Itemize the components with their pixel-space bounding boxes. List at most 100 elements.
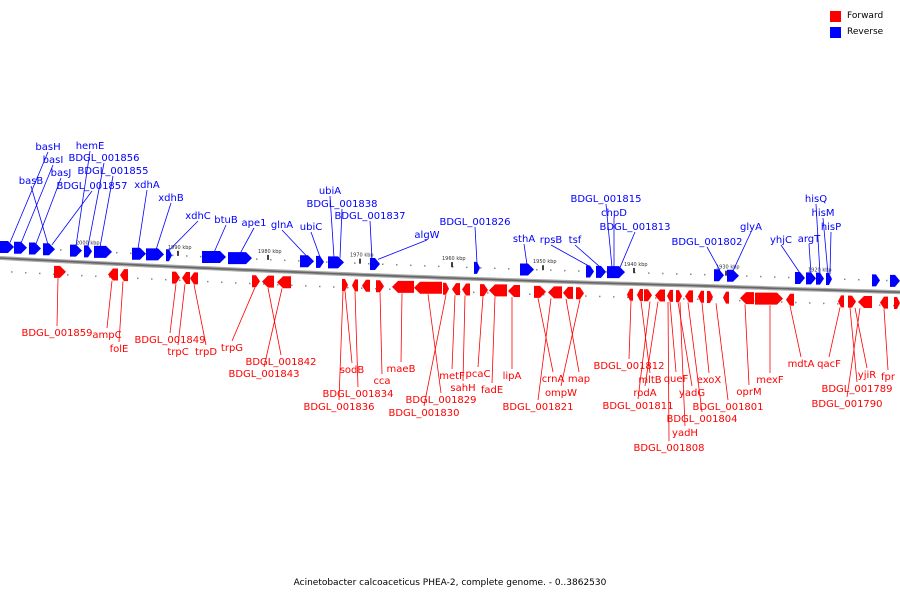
rail-dot: [886, 279, 888, 282]
forward-gene: [120, 269, 128, 282]
forward-gene: [54, 265, 66, 278]
reverse-gene-label: tsf: [569, 235, 582, 246]
reverse-gene-label: sthA: [513, 234, 535, 245]
forward-leader: [338, 290, 344, 401]
forward-leader: [477, 296, 484, 368]
forward-gene: [362, 279, 370, 292]
forward-leader: [701, 302, 710, 374]
legend-item-forward: Forward: [830, 8, 890, 24]
reverse-leader: [155, 202, 172, 250]
reverse-leader: [310, 231, 321, 258]
rail-dot: [760, 275, 762, 278]
forward-gene: [252, 275, 260, 288]
forward-gene-label: BDGL_001801: [692, 402, 763, 413]
reverse-gene: [132, 247, 146, 260]
reverse-gene-label: basI: [43, 155, 64, 166]
forward-gene: [172, 271, 180, 284]
forward-gene-label: BDGL_001843: [228, 369, 299, 380]
rail-dot: [823, 302, 825, 305]
reverse-leader: [281, 229, 308, 257]
reverse-leader: [168, 220, 199, 251]
rail-dot: [487, 292, 489, 294]
forward-gene-label: oprM: [736, 387, 761, 398]
reverse-gene: [714, 269, 724, 282]
rail-dot: [781, 301, 783, 303]
forward-gene-label: BDGL_001842: [245, 357, 316, 368]
rail-dot: [536, 268, 538, 271]
reverse-gene-label: BDGL_001826: [439, 217, 510, 228]
forward-leader: [828, 307, 841, 358]
forward-gene-label: BDGL_001830: [388, 408, 459, 419]
reverse-gene: [890, 274, 900, 287]
forward-gene: [676, 290, 682, 303]
rail-dot: [291, 284, 293, 287]
forward-leader: [263, 288, 283, 368]
rail-dot: [473, 291, 475, 294]
rail-dot: [606, 271, 608, 273]
forward-leader: [789, 305, 802, 358]
forward-gene: [880, 296, 888, 309]
forward-gene-label: queF: [664, 374, 689, 385]
forward-gene-label: BDGL_001811: [602, 401, 673, 412]
forward-leader: [667, 301, 670, 442]
forward-gene: [376, 280, 384, 293]
rail-dot: [599, 295, 601, 298]
forward-leader: [846, 307, 861, 398]
reverse-leader: [474, 226, 478, 264]
rail-dot: [438, 265, 440, 268]
rail-dot: [368, 262, 370, 265]
forward-gene-label: BDGL_001829: [405, 395, 476, 406]
forward-gene: [462, 283, 470, 296]
scale-tick-label: 1940 kbp: [624, 262, 648, 268]
rail-dot: [235, 282, 237, 284]
forward-gene-label: maeB: [387, 364, 416, 375]
rail-dot: [424, 265, 426, 267]
reverse-gene-label: chpD: [601, 208, 627, 219]
forward-leader: [118, 281, 124, 343]
reverse-gene: [300, 255, 314, 268]
forward-gene: [655, 289, 665, 302]
rail-dot: [151, 278, 153, 280]
forward-leader: [423, 294, 447, 407]
forward-leader: [883, 308, 889, 371]
reverse-leader: [808, 243, 812, 274]
forward-leader: [669, 301, 677, 373]
forward-gene-label: mltB: [638, 375, 661, 386]
reverse-gene-label: BDGL_001838: [306, 199, 377, 210]
rail-dot: [746, 275, 748, 277]
reverse-gene-label: basH: [35, 142, 60, 153]
forward-gene-label: rodA: [633, 388, 656, 399]
reverse-gene: [727, 269, 739, 282]
rail-dot: [676, 273, 678, 275]
reverse-gene: [795, 271, 805, 284]
reverse-leader: [35, 177, 62, 245]
rail-dot: [60, 249, 62, 251]
scale-tick-label: 1950 kbp: [533, 259, 557, 265]
forward-leader: [560, 299, 581, 387]
reverse-leader: [523, 243, 528, 265]
rail-dot: [179, 279, 181, 282]
reverse-leader: [99, 175, 114, 248]
forward-gene: [848, 295, 856, 308]
rail-dot: [263, 283, 265, 285]
reverse-gene: [816, 272, 824, 285]
reverse-gene-label: btuB: [214, 215, 238, 226]
forward-gene-label: BDGL_001859: [21, 328, 92, 339]
forward-gene: [755, 292, 783, 305]
rail-dot: [375, 287, 377, 290]
reverse-leader: [213, 224, 227, 253]
reverse-gene-label: xdhB: [158, 193, 184, 204]
forward-gene-label: fadE: [481, 385, 503, 396]
rail-dot: [172, 254, 174, 257]
rail-dot: [893, 304, 895, 307]
reverse-gene-label: xdhA: [134, 180, 160, 191]
reverse-leader: [780, 244, 801, 274]
reverse-leader: [30, 185, 49, 245]
reverse-leader: [239, 227, 255, 254]
reverse-gene: [596, 265, 606, 278]
reverse-gene-label: BDGL_001837: [334, 211, 405, 222]
rail-dot: [200, 255, 202, 258]
rail-dot: [466, 266, 468, 269]
reverse-gene: [607, 266, 625, 279]
